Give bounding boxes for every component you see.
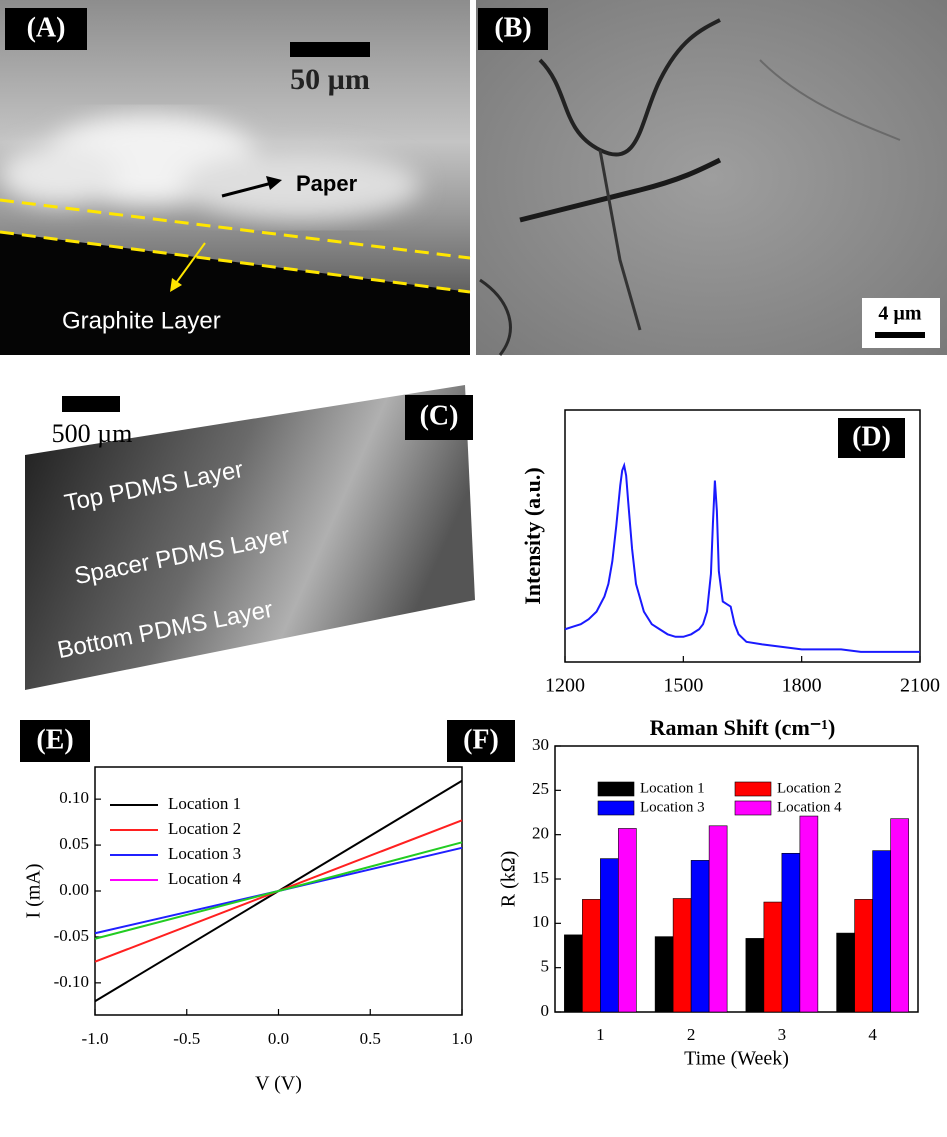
y-tick-label: -0.05: [54, 926, 89, 945]
panel-label: (F): [463, 724, 499, 755]
legend-swatch: [598, 801, 634, 815]
y-tick-label: 0.10: [59, 788, 89, 807]
legend-swatch: [598, 782, 634, 796]
scale-label: 4 µm: [878, 303, 922, 325]
bar: [873, 851, 891, 1012]
x-tick-label: 1800: [782, 675, 822, 697]
x-tick-label: 1500: [663, 675, 703, 697]
legend-label: Location 1: [640, 780, 705, 796]
bar: [746, 938, 764, 1012]
bar: [800, 816, 818, 1012]
y-axis-label: Intensity (a.u.): [520, 467, 545, 605]
panel-label: (D): [852, 421, 891, 452]
x-axis-label: Raman Shift (cm⁻¹): [650, 715, 836, 740]
panel-b: (B) 4 µm: [476, 0, 947, 355]
x-tick-label: 4: [868, 1025, 877, 1044]
x-tick-label: 3: [778, 1025, 787, 1044]
x-tick-label: -0.5: [173, 1029, 200, 1048]
bar: [855, 899, 873, 1012]
bar: [655, 937, 673, 1012]
y-tick-label: -0.10: [54, 972, 89, 991]
panel-label: (E): [36, 724, 73, 755]
x-tick-label: 2: [687, 1025, 696, 1044]
legend-label: Location 2: [777, 780, 842, 796]
y-axis-label: R (kΩ): [498, 851, 520, 908]
legend-swatch: [735, 801, 771, 815]
x-axis-label: V (V): [255, 1073, 302, 1095]
y-tick-label: 0.00: [59, 880, 89, 899]
panel-label: (C): [420, 400, 459, 431]
scale-bar: [875, 332, 925, 338]
annotation: Graphite Layer: [62, 307, 221, 334]
bar: [564, 935, 582, 1012]
bar: [618, 828, 636, 1012]
bar: [709, 826, 727, 1012]
bar: [600, 859, 618, 1012]
x-tick-label: 1.0: [451, 1029, 472, 1048]
y-tick-label: 0.05: [59, 834, 89, 853]
bar: [891, 819, 909, 1012]
scale-label: 500 µm: [52, 419, 133, 448]
scale-bar: [290, 42, 370, 57]
x-tick-label: 1: [596, 1025, 605, 1044]
legend-label: Location 3: [640, 799, 705, 815]
legend-label: Location 3: [168, 844, 241, 863]
x-axis-label: Time (Week): [684, 1048, 789, 1070]
bar: [691, 860, 709, 1012]
panel-label: (A): [27, 12, 66, 43]
legend-label: Location 1: [168, 794, 241, 813]
legend-swatch: [735, 782, 771, 796]
y-tick-label: 30: [532, 735, 549, 754]
bar: [764, 902, 782, 1012]
bar: [582, 899, 600, 1012]
panel-label: (B): [494, 12, 531, 43]
annotation: Paper: [296, 171, 358, 196]
legend-label: Location 4: [168, 869, 242, 888]
x-tick-label: -1.0: [82, 1029, 109, 1048]
y-axis-label: I (mA): [23, 864, 45, 919]
y-tick-label: 20: [532, 824, 549, 843]
y-tick-label: 0: [541, 1001, 550, 1020]
x-tick-label: 2100: [900, 675, 940, 697]
x-tick-label: 1200: [545, 675, 585, 697]
y-tick-label: 5: [541, 957, 550, 976]
bar: [673, 899, 691, 1012]
y-tick-label: 10: [532, 912, 549, 931]
x-tick-label: 0.5: [360, 1029, 381, 1048]
scale-bar: [62, 396, 120, 412]
scale-label: 50 µm: [290, 63, 370, 96]
bar: [782, 853, 800, 1012]
y-tick-label: 25: [532, 779, 549, 798]
bar: [837, 933, 855, 1012]
y-tick-label: 15: [532, 868, 549, 887]
legend-label: Location 4: [777, 799, 842, 815]
panel-a: Paper Graphite Layer 50 µm (A): [0, 0, 470, 355]
figure: Paper Graphite Layer 50 µm (A) (B) 4 µm …: [0, 0, 947, 1137]
x-tick-label: 0.0: [268, 1029, 289, 1048]
legend-label: Location 2: [168, 819, 241, 838]
